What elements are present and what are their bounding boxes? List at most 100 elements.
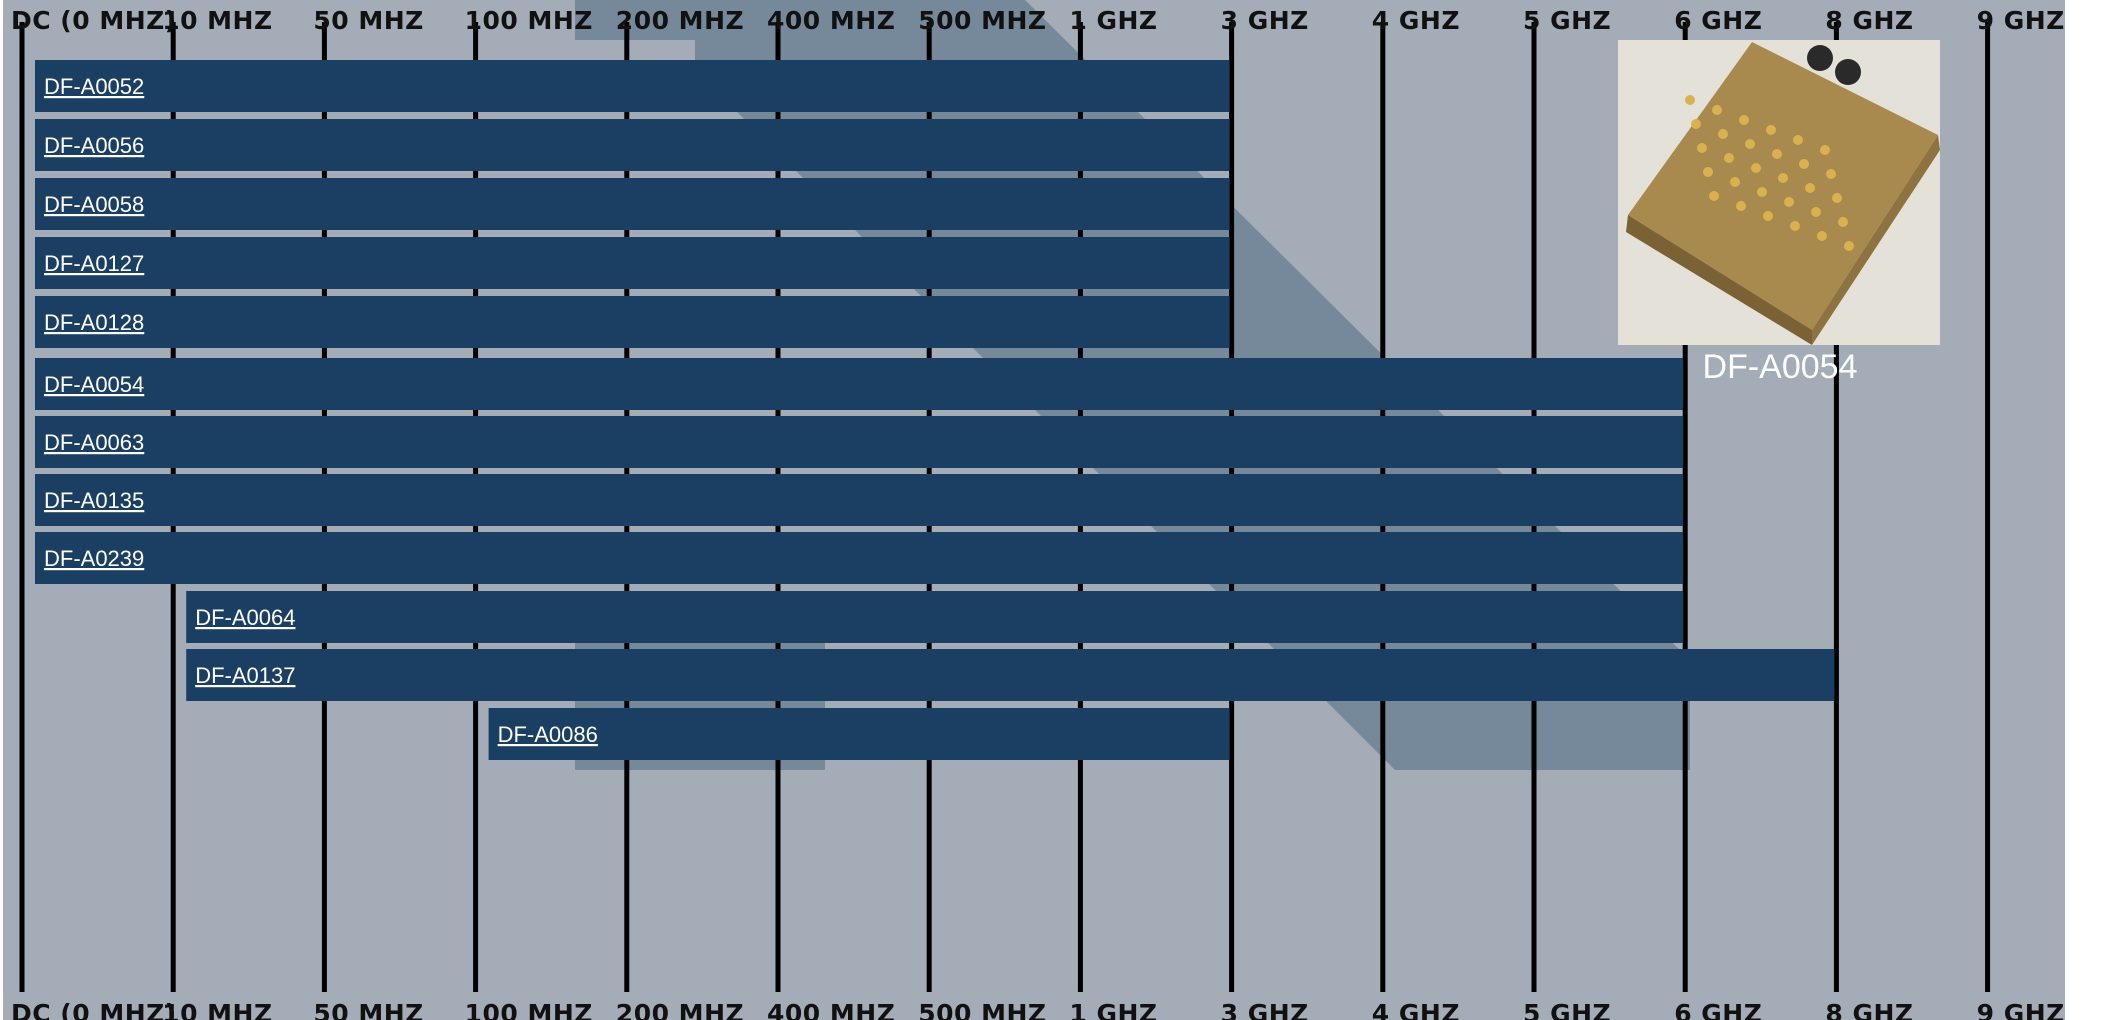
product-link[interactable]: DF-A0128 — [44, 310, 144, 335]
product-link[interactable]: DF-A0063 — [44, 430, 144, 455]
range-bar — [186, 649, 1835, 701]
bottom-tick-label: 10 MHZ — [162, 999, 272, 1020]
port-icon — [1838, 217, 1848, 227]
port-icon — [1793, 135, 1803, 145]
port-icon — [1790, 221, 1800, 231]
product-link[interactable]: DF-A0135 — [44, 488, 144, 513]
bar-label[interactable]: DF-A0137 — [195, 663, 295, 688]
bottom-tick-label: 8 GHZ — [1825, 999, 1913, 1020]
top-tick-label: 200 MHZ — [616, 6, 744, 35]
bar-label[interactable]: DF-A0086 — [498, 722, 598, 747]
port-icon — [1799, 159, 1809, 169]
bar-label[interactable]: DF-A0064 — [195, 605, 295, 630]
top-tick-label: 100 MHZ — [465, 6, 593, 35]
range-bar — [35, 60, 1230, 112]
product-link[interactable]: DF-A0127 — [44, 251, 144, 276]
bar-label[interactable]: DF-A0056 — [44, 133, 144, 158]
top-tick-label: 10 MHZ — [162, 6, 272, 35]
port-icon — [1730, 177, 1740, 187]
product-link[interactable]: DF-A0058 — [44, 192, 144, 217]
bottom-tick-label: 3 GHZ — [1221, 999, 1309, 1020]
top-tick-label: 3 GHZ — [1221, 6, 1309, 35]
bar-label[interactable]: DF-A0135 — [44, 488, 144, 513]
port-icon — [1757, 187, 1767, 197]
port-icon — [1766, 125, 1776, 135]
top-tick-label: 5 GHZ — [1523, 6, 1611, 35]
bottom-tick-label: DC (0 MHZ) — [11, 999, 177, 1020]
bottom-tick-label: 100 MHZ — [465, 999, 593, 1020]
range-bar — [35, 296, 1230, 348]
port-icon — [1826, 169, 1836, 179]
bar-label[interactable]: DF-A0054 — [44, 372, 144, 397]
bar-label[interactable]: DF-A0052 — [44, 74, 144, 99]
bottom-tick-label: 500 MHZ — [918, 999, 1046, 1020]
port-icon — [1691, 119, 1701, 129]
range-bar — [35, 532, 1684, 584]
range-bar — [35, 237, 1230, 289]
port-icon — [1844, 241, 1854, 251]
top-tick-label: 8 GHZ — [1825, 6, 1913, 35]
port-icon — [1820, 145, 1830, 155]
top-tick-label: 9 GHZ — [1977, 6, 2065, 35]
connector-icon — [1835, 59, 1861, 85]
top-tick-label: 4 GHZ — [1372, 6, 1460, 35]
port-icon — [1832, 193, 1842, 203]
port-icon — [1817, 231, 1827, 241]
top-tick-label: 6 GHZ — [1674, 6, 1762, 35]
product-link[interactable]: DF-A0054 — [44, 372, 144, 397]
bottom-tick-label: 1 GHZ — [1069, 999, 1157, 1020]
top-tick-label: 500 MHZ — [918, 6, 1046, 35]
range-bar — [35, 119, 1230, 171]
bottom-tick-label: 400 MHZ — [767, 999, 895, 1020]
product-caption: DF-A0054 — [1703, 348, 1858, 386]
enclosure-side-right — [1812, 135, 1940, 345]
range-bar — [35, 178, 1230, 230]
bottom-tick-label: 50 MHZ — [313, 999, 423, 1020]
bars: DF-A0052 DF-A0056 DF-A0058 DF-A0127 DF-A0128… — [35, 60, 1835, 760]
top-tick-label: DC (0 MHZ) — [11, 6, 177, 35]
bottom-tick-label: 5 GHZ — [1523, 999, 1611, 1020]
port-icon — [1763, 211, 1773, 221]
range-bar — [35, 474, 1684, 526]
product-link[interactable]: DF-A0064 — [195, 605, 295, 630]
port-icon — [1736, 201, 1746, 211]
bar-label[interactable]: DF-A0058 — [44, 192, 144, 217]
product-photo: DF-A0054 — [1618, 40, 1940, 386]
port-icon — [1685, 95, 1695, 105]
port-icon — [1739, 115, 1749, 125]
bottom-tick-label: 9 GHZ — [1977, 999, 2065, 1020]
bottom-axis: DC (0 MHZ)10 MHZ 50 MHZ 100 MHZ 200 MHZ 400 … — [11, 999, 2065, 1020]
product-link[interactable]: DF-A0052 — [44, 74, 144, 99]
connector-icon — [1807, 45, 1833, 71]
bar-label[interactable]: DF-A0239 — [44, 546, 144, 571]
product-link[interactable]: DF-A0239 — [44, 546, 144, 571]
top-axis: DC (0 MHZ)10 MHZ 50 MHZ 100 MHZ 200 MHZ 400 … — [11, 6, 2065, 35]
range-bar — [35, 358, 1684, 410]
port-icon — [1712, 105, 1722, 115]
product-link[interactable]: DF-A0137 — [195, 663, 295, 688]
port-icon — [1745, 139, 1755, 149]
range-bar — [186, 591, 1684, 643]
port-icon — [1703, 167, 1713, 177]
port-icon — [1751, 163, 1761, 173]
enclosure-side-front — [1626, 215, 1812, 345]
port-icon — [1718, 129, 1728, 139]
top-tick-label: 1 GHZ — [1069, 6, 1157, 35]
port-icon — [1724, 153, 1734, 163]
port-icon — [1697, 143, 1707, 153]
port-icon — [1778, 173, 1788, 183]
bottom-tick-label: 4 GHZ — [1372, 999, 1460, 1020]
port-icon — [1709, 191, 1719, 201]
bottom-tick-label: 200 MHZ — [616, 999, 744, 1020]
bar-label[interactable]: DF-A0128 — [44, 310, 144, 335]
product-link[interactable]: DF-A0086 — [498, 722, 598, 747]
bar-label[interactable]: DF-A0063 — [44, 430, 144, 455]
sma-ports — [1685, 95, 1854, 251]
range-bar — [35, 416, 1684, 468]
port-icon — [1784, 197, 1794, 207]
bar-label[interactable]: DF-A0127 — [44, 251, 144, 276]
bottom-tick-label: 6 GHZ — [1674, 999, 1762, 1020]
product-link[interactable]: DF-A0056 — [44, 133, 144, 158]
